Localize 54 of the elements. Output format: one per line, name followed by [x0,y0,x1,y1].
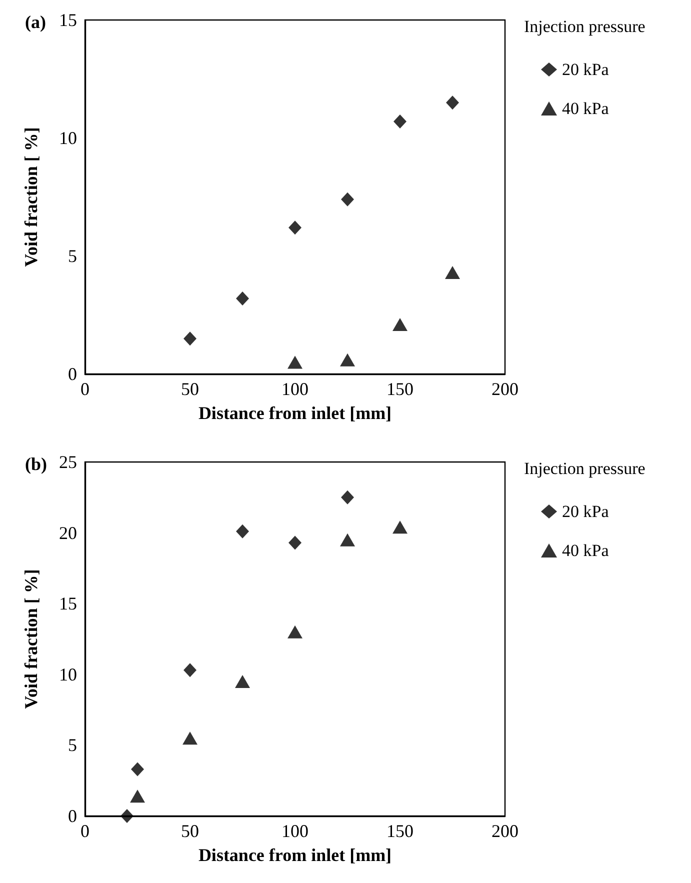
legend-title: Injection pressure [524,459,646,478]
point [392,318,408,331]
legend-label: 20 kPa [562,502,610,521]
point [120,809,134,823]
y-tick-label: 0 [68,806,77,826]
x-tick-label: 200 [492,821,518,841]
y-tick-label: 10 [59,664,77,684]
y-axis-title: Void fraction [ %] [21,569,41,709]
point [340,353,355,366]
chart-title: (a) [25,12,46,32]
point [130,790,145,803]
point [184,332,196,346]
y-tick-label: 20 [59,522,77,543]
point [288,356,302,369]
point [288,220,302,235]
chart-title: (b) [25,454,48,474]
point [182,732,198,745]
x-tick-label: 150 [386,821,414,841]
point [446,96,459,110]
point [445,266,460,280]
x-tick-label: 0 [80,821,90,841]
y-tick-label: 15 [59,10,77,30]
point [236,524,249,538]
y-axis-title: Void fraction [ %] [21,127,41,267]
point [394,114,406,128]
point [184,663,196,678]
legend-label: 20 kPa [562,60,610,79]
point [341,192,354,206]
point [288,536,302,550]
y-tick-label: 5 [68,735,77,756]
y-tick-label: 15 [59,594,77,614]
point [236,291,249,306]
x-tick-label: 100 [282,379,308,399]
legend-title: Injection pressure [524,17,646,36]
legend-label: 40 kPa [562,541,610,560]
y-tick-label: 5 [68,246,77,266]
x-tick-label: 0 [80,379,90,399]
x-tick-label: 100 [282,821,308,841]
point [340,533,355,546]
x-tick-label: 50 [181,821,199,841]
legend-label: 40 kPa [562,99,610,118]
y-tick-label: 0 [68,364,77,384]
y-tick-label: 10 [59,128,77,148]
point [235,674,250,688]
x-tick-label: 150 [386,379,414,399]
x-axis-title: Distance from inlet [mm] [198,845,392,865]
x-tick-label: 200 [492,379,518,399]
point [288,625,302,638]
point [392,520,408,534]
y-tick-label: 25 [59,452,77,472]
point [131,762,144,776]
x-axis-title: Distance from inlet [mm] [198,403,392,423]
x-tick-label: 50 [181,379,199,399]
point [341,490,354,504]
